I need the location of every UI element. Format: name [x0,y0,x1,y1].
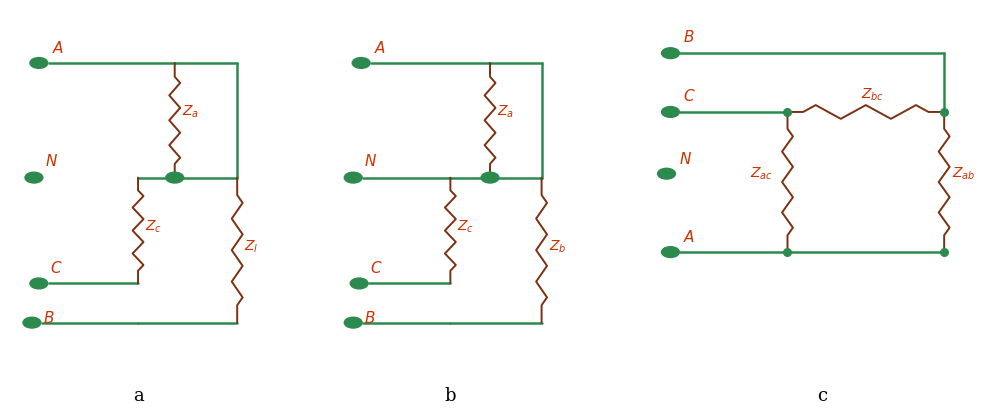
Text: $Z_a$: $Z_a$ [181,104,198,120]
Ellipse shape [352,58,370,68]
Ellipse shape [344,317,362,328]
Text: $Z_{ab}$: $Z_{ab}$ [951,166,974,182]
Ellipse shape [30,278,47,289]
Text: $Z_b$: $Z_b$ [548,239,566,255]
Ellipse shape [661,247,678,257]
Text: b: b [444,387,456,405]
Text: $C$: $C$ [682,88,695,104]
Text: $Z_l$: $Z_l$ [244,239,258,255]
Text: $C$: $C$ [370,260,383,276]
Text: $A$: $A$ [682,229,695,245]
Ellipse shape [350,278,368,289]
Text: $A$: $A$ [374,40,386,56]
Ellipse shape [30,58,47,68]
Ellipse shape [25,172,42,183]
Text: $N$: $N$ [678,151,692,167]
Ellipse shape [480,172,499,183]
Text: $N$: $N$ [44,153,58,169]
Text: $Z_{ac}$: $Z_{ac}$ [749,166,772,182]
Text: a: a [132,387,143,405]
Ellipse shape [23,317,40,328]
Text: $A$: $A$ [51,40,64,56]
Text: $N$: $N$ [364,153,377,169]
Text: $Z_c$: $Z_c$ [145,219,162,235]
Text: c: c [816,387,826,405]
Ellipse shape [166,172,183,183]
Text: $Z_c$: $Z_c$ [457,219,474,235]
Text: $C$: $C$ [49,260,62,276]
Text: $Z_{bc}$: $Z_{bc}$ [860,87,883,103]
Ellipse shape [657,168,674,179]
Text: $B$: $B$ [364,310,376,326]
Text: $B$: $B$ [682,29,694,45]
Ellipse shape [661,48,678,59]
Ellipse shape [661,107,678,117]
Text: $Z_a$: $Z_a$ [497,104,514,120]
Ellipse shape [344,172,362,183]
Text: $B$: $B$ [42,310,54,326]
